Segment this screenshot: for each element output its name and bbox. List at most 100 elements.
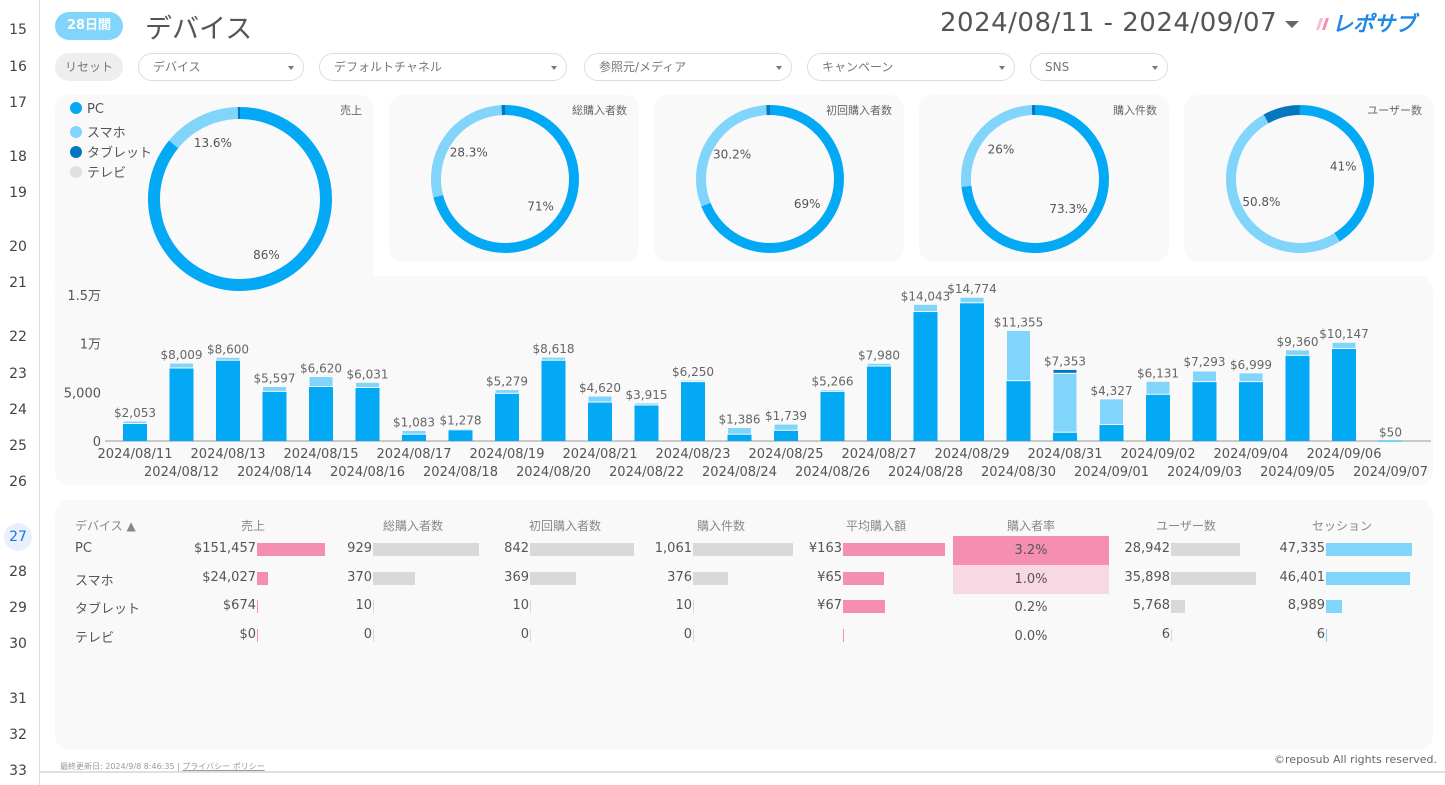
donut-slice[interactable] — [148, 107, 332, 291]
bar-segment-PC[interactable] — [960, 302, 984, 441]
bar-segment-スマホ[interactable] — [634, 402, 659, 406]
bar-segment-PC[interactable] — [867, 366, 891, 441]
donut-slice[interactable] — [1263, 105, 1301, 124]
bar-segment-PC[interactable] — [169, 368, 194, 441]
row-number[interactable]: 16 — [9, 59, 27, 75]
row-number[interactable]: 22 — [9, 329, 27, 345]
bar-segment-スマホ[interactable] — [1052, 372, 1078, 433]
bar-segment-PC[interactable] — [1099, 424, 1124, 441]
bar-segment-スマホ[interactable] — [820, 389, 845, 392]
bar-segment-PC[interactable] — [123, 423, 147, 441]
row-number[interactable]: 25 — [9, 438, 27, 454]
bar-segment-スマホ[interactable] — [122, 420, 148, 424]
bar-segment-PC[interactable] — [309, 386, 333, 441]
row-number[interactable]: 29 — [9, 600, 27, 616]
bar-segment-スマホ[interactable] — [1331, 341, 1357, 350]
bar-segment-PC[interactable] — [402, 434, 426, 441]
period-badge[interactable]: 28日間 — [55, 12, 123, 40]
bar-segment-スマホ[interactable] — [587, 395, 613, 403]
bar-segment-PC[interactable] — [1378, 440, 1403, 442]
row-number[interactable]: 30 — [9, 636, 27, 652]
row-number[interactable]: 32 — [9, 727, 27, 743]
bar-segment-PC[interactable] — [495, 393, 519, 441]
bar-segment-PC[interactable] — [216, 360, 240, 441]
bar-segment-PC[interactable] — [588, 402, 612, 441]
column-header[interactable]: 初回購入者数 — [528, 519, 601, 533]
bar-segment-スマホ[interactable] — [1006, 329, 1031, 382]
column-header[interactable]: 購入者率 — [1006, 519, 1055, 533]
legend-item[interactable]: タブレット — [70, 142, 152, 162]
column-header[interactable]: 購入件数 — [696, 519, 745, 533]
date-range-dropdown-icon[interactable] — [1285, 21, 1299, 28]
bar-segment-PC[interactable] — [774, 430, 798, 441]
row-number[interactable]: 20 — [9, 239, 27, 255]
filter-dropdown[interactable]: デバイス — [138, 53, 304, 81]
donut-slice[interactable] — [961, 105, 1033, 187]
donut-slice[interactable] — [701, 105, 844, 253]
filter-dropdown[interactable]: キャンペーン — [807, 53, 1015, 81]
bar-segment-PC[interactable] — [634, 404, 659, 441]
bar-segment-スマホ[interactable] — [1238, 372, 1264, 383]
column-header[interactable]: 総購入者数 — [382, 519, 443, 533]
bar-segment-スマホ[interactable] — [262, 386, 287, 392]
donut-slice[interactable] — [433, 105, 579, 253]
reset-button[interactable]: リセット — [55, 53, 123, 81]
legend-item[interactable]: PC — [70, 102, 152, 122]
filter-dropdown[interactable]: 参照元/メディア — [584, 53, 792, 81]
bar-segment-PC[interactable] — [262, 391, 287, 441]
bar-segment-PC[interactable] — [913, 311, 938, 441]
legend-item[interactable]: スマホ — [70, 122, 152, 142]
donut-slice[interactable] — [1299, 105, 1374, 242]
bar-segment-タブレット[interactable] — [1052, 368, 1078, 374]
bar-segment-スマホ[interactable] — [913, 303, 938, 313]
bar-segment-スマホ[interactable] — [448, 428, 473, 431]
row-number[interactable]: 15 — [9, 22, 27, 38]
bar-segment-PC[interactable] — [1285, 355, 1310, 441]
donut-slice[interactable] — [1226, 114, 1340, 253]
bar-segment-スマホ[interactable] — [680, 379, 706, 383]
bar-segment-PC[interactable] — [1053, 432, 1077, 441]
bar-segment-スマホ[interactable] — [1192, 370, 1217, 383]
row-number[interactable]: 33 — [9, 763, 27, 779]
privacy-policy-link[interactable]: プライバシー ポリシー — [182, 762, 265, 771]
bar-segment-PC[interactable] — [355, 387, 380, 441]
bar-segment-PC[interactable] — [820, 391, 845, 441]
column-header[interactable]: 売上 — [240, 519, 265, 533]
legend-item[interactable]: テレビ — [70, 162, 152, 182]
bar-segment-PC[interactable] — [1006, 380, 1031, 441]
bar-segment-PC[interactable] — [681, 381, 705, 441]
bar-segment-スマホ[interactable] — [959, 296, 985, 304]
bar-segment-PC[interactable] — [727, 434, 752, 441]
sort-header-device[interactable]: デバイス ▲ — [75, 519, 136, 533]
row-number[interactable]: 19 — [9, 185, 27, 201]
row-number[interactable]: 17 — [9, 95, 27, 111]
row-number[interactable]: 28 — [9, 564, 27, 580]
donut-slice[interactable] — [696, 105, 767, 207]
bar-segment-PC[interactable] — [448, 429, 473, 441]
bar-segment-PC[interactable] — [1192, 381, 1217, 441]
bar-segment-PC[interactable] — [541, 360, 566, 441]
date-range-picker[interactable]: 2024/08/11 - 2024/09/07 — [940, 8, 1278, 38]
bar-segment-スマホ[interactable] — [1285, 349, 1310, 356]
row-number[interactable]: 24 — [9, 402, 27, 418]
filter-dropdown[interactable]: デフォルトチャネル — [319, 53, 567, 81]
row-number[interactable]: 26 — [9, 474, 27, 490]
bar-segment-スマホ[interactable] — [308, 376, 334, 387]
bar-segment-スマホ[interactable] — [1099, 398, 1124, 425]
bar-segment-PC[interactable] — [1146, 394, 1170, 441]
bar-segment-スマホ[interactable] — [1145, 380, 1171, 395]
bar-segment-スマホ[interactable] — [401, 429, 427, 435]
column-header[interactable]: ユーザー数 — [1156, 519, 1216, 533]
bar-segment-スマホ[interactable] — [355, 381, 380, 388]
bar-segment-スマホ[interactable] — [169, 362, 194, 369]
bar-segment-スマホ[interactable] — [773, 423, 799, 431]
bar-segment-スマホ[interactable] — [727, 427, 752, 435]
donut-slice[interactable] — [961, 105, 1109, 253]
row-number[interactable]: 21 — [9, 275, 27, 291]
row-number[interactable]: 27 — [4, 523, 32, 551]
row-number[interactable]: 31 — [9, 691, 27, 707]
bar-segment-タブレット[interactable] — [1192, 369, 1217, 372]
donut-slice[interactable] — [431, 105, 503, 198]
column-header[interactable]: セッション — [1311, 519, 1372, 533]
row-number[interactable]: 18 — [9, 149, 27, 165]
